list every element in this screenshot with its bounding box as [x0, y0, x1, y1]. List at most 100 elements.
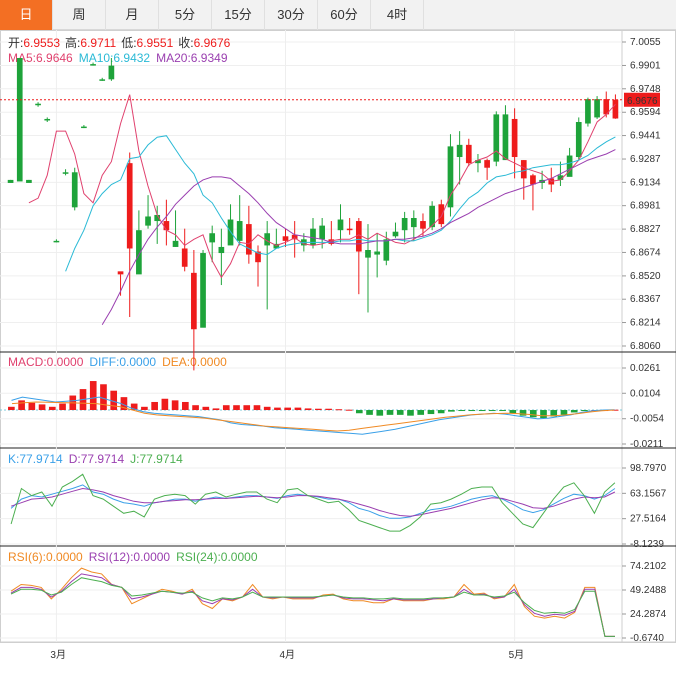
macd-bar-26: [274, 407, 281, 411]
macd-bar-36: [376, 410, 384, 416]
diff-label: DIFF:: [89, 355, 119, 369]
kdj-line-j: [10, 473, 616, 532]
macd-tick-label-0: 0.0261: [630, 363, 661, 374]
macd-bar-29: [304, 408, 312, 411]
candle-body-12: [117, 271, 124, 275]
candle-body-64: [594, 99, 600, 118]
tab-4[interactable]: 15分: [212, 0, 265, 30]
tab-2[interactable]: 月: [106, 0, 159, 30]
tab-7[interactable]: 4时: [371, 0, 424, 30]
rsi-tick-label-2: 24.2874: [630, 609, 667, 620]
candle-body-48: [447, 146, 454, 208]
macd-bar-0: [8, 406, 15, 411]
rsi-line-2: [10, 577, 615, 637]
macd-bar-37: [386, 410, 394, 415]
macd-line-diff: [11, 396, 615, 435]
tab-1[interactable]: 周: [53, 0, 106, 30]
candle-body-46: [429, 205, 435, 228]
tab-5[interactable]: 30分: [265, 0, 318, 30]
candle-body-26: [246, 224, 252, 255]
ma-line-ma20: [101, 149, 616, 325]
open-value: 6.9553: [23, 36, 60, 50]
price-tick-label-8: 6.8827: [630, 224, 661, 235]
ma-line-ma10: [65, 135, 616, 272]
candle-body-0: [7, 179, 14, 183]
candle-body-40: [374, 251, 380, 255]
candle-body-41: [383, 239, 390, 261]
macd-tick-label-2: -0.0054: [630, 414, 664, 425]
kdj-tick-label-2: 27.5164: [630, 514, 667, 525]
price-tick-label-7: 6.8981: [630, 201, 661, 212]
price-tick-label-3: 6.9594: [630, 107, 661, 118]
candle-body-9: [90, 64, 96, 66]
ma5-value: 6.9646: [36, 51, 73, 65]
period-tabs: 日周月 5分 15分 30分 60分 4时: [0, 0, 676, 30]
macd-bar-18: [192, 405, 199, 411]
d-label: D:: [69, 452, 81, 466]
macd-bar-53: [550, 410, 558, 417]
macd-tick-label-1: 0.0104: [630, 388, 661, 399]
macd-bar-16: [171, 400, 179, 411]
candle-body-10: [99, 79, 106, 81]
tab-0[interactable]: 日: [0, 0, 53, 30]
candle-body-21: [200, 253, 206, 328]
low-label: 低:: [121, 36, 136, 50]
candle-body-34: [319, 225, 326, 240]
macd-bar-33: [345, 409, 353, 411]
dea-label: DEA:: [162, 355, 190, 369]
candle-body-8: [81, 126, 87, 129]
rsi-tick-label-3: -0.6740: [630, 633, 664, 644]
macd-label: MACD:: [8, 355, 47, 369]
candle-body-39: [365, 250, 371, 258]
macd-bar-31: [325, 408, 332, 411]
macd-bar-46: [478, 410, 486, 412]
open-label: 开:: [8, 36, 23, 50]
price-tick-label-13: 6.8060: [630, 341, 661, 352]
price-tick-label-1: 6.9901: [630, 60, 661, 71]
price-tick-label-2: 6.9748: [630, 84, 661, 95]
macd-bar-45: [468, 410, 476, 412]
macd-bar-44: [458, 410, 465, 412]
candle-body-6: [62, 172, 69, 174]
high-value: 6.9711: [80, 36, 116, 50]
kdj-tick-label-3: -8.1239: [630, 539, 664, 550]
price-tick-label-12: 6.8214: [630, 318, 661, 329]
candle-body-55: [511, 118, 518, 158]
macd-bar-2: [28, 402, 36, 411]
macd-bar-22: [233, 405, 240, 411]
macd-bar-15: [161, 398, 169, 411]
macd-bar-17: [182, 401, 189, 411]
price-tick-label-10: 6.8520: [630, 271, 661, 282]
macd-bar-19: [202, 406, 210, 411]
macd-bar-50: [519, 410, 527, 416]
rsi24-label: RSI(24):: [176, 550, 221, 564]
candle-body-19: [181, 248, 188, 267]
candle-body-20: [191, 272, 197, 330]
price-tick-label-11: 6.8367: [630, 294, 661, 305]
rsi-line-1: [10, 573, 615, 637]
candle-body-36: [337, 219, 344, 231]
rsi24-value: 0.0000: [221, 550, 258, 564]
macd-bar-41: [427, 410, 435, 415]
candle-body-62: [575, 122, 582, 158]
kdj-legend: K:77.9714 D:77.9714 J:77.9714: [8, 452, 183, 466]
rsi6-value: 0.0000: [46, 550, 83, 564]
candle-body-65: [603, 99, 610, 115]
candle-body-33: [310, 228, 316, 246]
macd-bar-32: [335, 409, 343, 411]
tab-3[interactable]: 5分: [159, 0, 212, 30]
macd-bar-1: [18, 400, 25, 411]
macd-bar-25: [263, 406, 271, 411]
macd-bar-21: [222, 405, 230, 411]
macd-bar-20: [212, 408, 220, 411]
macd-bar-27: [284, 407, 291, 411]
candle-body-16: [154, 214, 161, 222]
candle-body-30: [282, 236, 289, 241]
tab-6[interactable]: 60分: [318, 0, 371, 30]
price-tick-label-5: 6.9287: [630, 154, 661, 165]
candle-body-42: [392, 231, 399, 237]
